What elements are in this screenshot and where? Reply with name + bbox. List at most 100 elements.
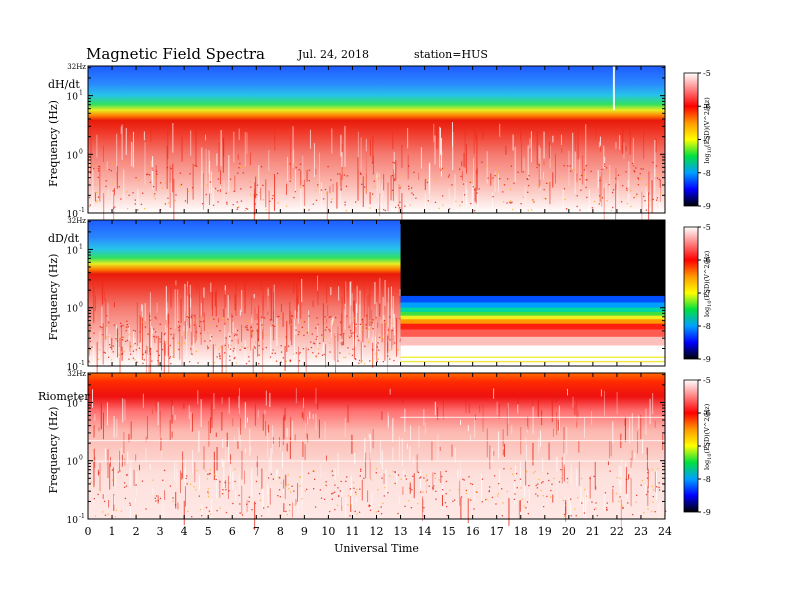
- colorbar-scale: [683, 379, 699, 513]
- colorbar: -5 -6 -7 -8 -9 log10(PSD)(V^2/Hz): [683, 376, 713, 517]
- gap-band: [400, 336, 665, 347]
- x-tick-label: 9: [301, 525, 308, 538]
- colorbar-tick-label: -8: [703, 322, 711, 331]
- x-tick-label: 6: [229, 525, 236, 538]
- gap-band: [400, 357, 665, 362]
- y-tick-label: 32Hz: [67, 217, 86, 225]
- colorbar-scale: [683, 226, 699, 360]
- gap-band: [400, 295, 665, 303]
- colorbar: -5 -6 -7 -8 -9 log10(PSD)(V^2/Hz): [683, 223, 713, 364]
- texture-streaks: [88, 275, 402, 388]
- y-tick-exponent: 0: [79, 455, 83, 462]
- x-tick-label: 15: [442, 525, 456, 538]
- colorbar-tick-label: -7: [703, 442, 711, 451]
- x-tick-label: 10: [321, 525, 335, 538]
- colorbar-tick-label: -5: [703, 223, 711, 232]
- x-tick-label: 12: [370, 525, 384, 538]
- colorbar-tick-label: -5: [703, 69, 711, 78]
- y-axis-label: Frequency (Hz): [47, 100, 60, 187]
- y-tick-exponent: 1: [79, 243, 83, 250]
- texture-streaks: [90, 388, 667, 531]
- colorbar-scale: [683, 72, 699, 207]
- station-label: station=HUS: [414, 48, 488, 61]
- y-tick-label: 10: [67, 363, 79, 373]
- gap-band: [400, 302, 665, 309]
- x-tick-label: 14: [418, 525, 432, 538]
- colorbar-tick-label: -9: [703, 355, 711, 364]
- y-tick-label: 32Hz: [67, 63, 86, 71]
- x-tick-label: 23: [634, 525, 648, 538]
- y-tick-exponent: 0: [79, 148, 83, 155]
- colorbar-label: log10(PSD)(V^2/Hz): [703, 97, 713, 164]
- x-axis: 0 1 2 3 4 5 6 7 8 9 10 11 12 13 14 15 16 17 18 19 20 21 22 23 24…: [85, 525, 673, 555]
- gap-band: [400, 360, 665, 363]
- colorbar-label: log10(PSD)(V^2/Hz): [703, 403, 713, 470]
- harmonic-line: [400, 416, 665, 418]
- gap-band: [400, 315, 665, 320]
- colorbar-label: log10(PSD)(V^2/Hz): [703, 250, 713, 317]
- y-tick-label: 10: [67, 151, 79, 161]
- x-tick-label: 21: [586, 525, 600, 538]
- x-tick-label: 5: [205, 525, 212, 538]
- x-tick-label: 7: [253, 525, 260, 538]
- colorbar-tick-label: -5: [703, 376, 711, 385]
- spike-line: [612, 66, 615, 111]
- colorbar-tick-label: -9: [703, 508, 711, 517]
- figure-date: Jul. 24, 2018: [298, 48, 369, 61]
- colorbar: -5 -6 -7 -8 -9 log10(PSD)(V^2/Hz): [683, 69, 713, 211]
- y-tick-label: 10: [67, 458, 79, 468]
- gap-band: [400, 356, 665, 359]
- texture-streaks: [88, 122, 665, 235]
- figure-title: Magnetic Field Spectra: [86, 45, 265, 63]
- y-axis-label: Frequency (Hz): [47, 407, 60, 494]
- y-tick-exponent: -1: [79, 207, 85, 214]
- x-tick-label: 24: [658, 525, 672, 538]
- y-tick-label: 10: [67, 516, 79, 526]
- gap-band: [400, 345, 665, 358]
- colorbar-tick-label: -6: [703, 102, 711, 111]
- x-tick-label: 3: [157, 525, 164, 538]
- x-tick-label: 4: [181, 525, 188, 538]
- gap-band: [400, 362, 665, 367]
- colorbar-tick-label: -6: [703, 256, 711, 265]
- colorbar-tick-label: -8: [703, 169, 711, 178]
- y-tick-label: 10: [67, 399, 79, 409]
- y-tick-label: 10: [67, 246, 79, 256]
- y-tick-exponent: 1: [79, 396, 83, 403]
- x-tick-label: 18: [514, 525, 528, 538]
- x-tick-label: 22: [610, 525, 624, 538]
- spectrogram-field: [88, 66, 665, 213]
- y-tick-exponent: -1: [79, 360, 85, 367]
- x-tick-label: 16: [466, 525, 480, 538]
- x-tick-label: 20: [562, 525, 576, 538]
- x-axis-label: Universal Time: [334, 542, 419, 555]
- panel-name: dH/dt: [48, 78, 80, 91]
- x-tick-label: 19: [538, 525, 552, 538]
- x-tick-label: 8: [277, 525, 284, 538]
- panel-name: dD/dt: [48, 232, 80, 245]
- y-tick-exponent: 1: [79, 90, 83, 97]
- gap-band: [400, 329, 665, 338]
- y-tick-exponent: 0: [79, 302, 83, 309]
- gap-band: [400, 319, 665, 325]
- colorbar-tick-label: -7: [703, 136, 711, 145]
- y-tick-label: 10: [67, 305, 79, 315]
- x-tick-label: 11: [345, 525, 359, 538]
- colorbar-tick-label: -8: [703, 475, 711, 484]
- colorbar-tick-label: -6: [703, 409, 711, 418]
- panel-name: Riometer: [38, 390, 90, 403]
- x-tick-label: 1: [109, 525, 116, 538]
- colorbar-tick-label: -9: [703, 202, 711, 211]
- y-tick-label: 10: [67, 93, 79, 103]
- x-tick-label: 13: [394, 525, 408, 538]
- x-tick-label: 2: [133, 525, 140, 538]
- colorbar-tick-label: -7: [703, 289, 711, 298]
- spectrogram-field: [88, 373, 665, 519]
- x-tick-label: 17: [490, 525, 504, 538]
- y-tick-label: 10: [67, 210, 79, 220]
- y-tick-label: 32Hz: [67, 370, 86, 378]
